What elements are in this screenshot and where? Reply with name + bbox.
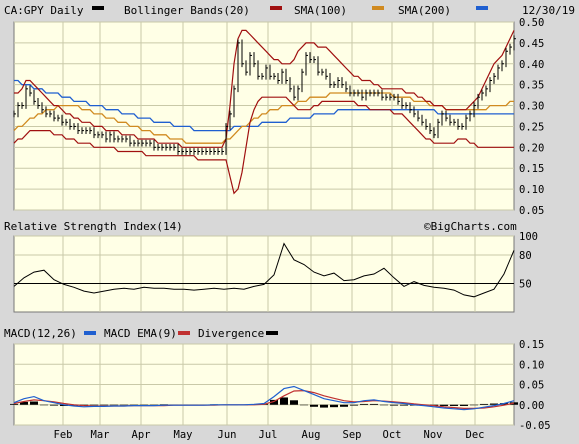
- macd-y-tick-label: -0.05: [519, 420, 551, 432]
- divergence-bar: [120, 404, 128, 406]
- macd-ema-legend-swatch: [178, 331, 190, 335]
- divergence-bar: [270, 399, 278, 405]
- divergence-bar: [300, 404, 308, 406]
- divergence-bar: [360, 403, 368, 405]
- price-y-tick-label: 0.10: [519, 184, 544, 196]
- macd-y-ticks: -0.05 0.00 0.05 0.10 0.15: [519, 339, 551, 432]
- symbol-label: CA:GPY Daily: [4, 4, 84, 17]
- sma100-line: [13, 92, 514, 144]
- x-tick-label: Sep: [343, 429, 362, 441]
- x-tick-label: Nov: [424, 429, 443, 441]
- sma100-label: SMA(100): [294, 4, 347, 17]
- rsi-line: [13, 242, 515, 298]
- divergence-bar: [380, 404, 388, 406]
- price-y-tick-label: 0.15: [519, 163, 544, 175]
- rsi-y-tick-label: 100: [519, 231, 538, 243]
- divergence-bar: [340, 404, 348, 407]
- x-axis-month-ticks: Feb Mar Apr May Jun Jul Aug Sep Oct Nov Dec: [54, 429, 485, 441]
- bollinger-legend-swatch: [270, 6, 282, 10]
- divergence-bar: [460, 404, 468, 406]
- macd-line: [13, 385, 515, 411]
- price-y-tick-label: 0.30: [519, 101, 544, 113]
- sma100-legend-swatch: [372, 6, 384, 10]
- macd-y-tick-label: 0.10: [519, 359, 544, 371]
- divergence-bar: [370, 403, 378, 405]
- x-tick-label: Feb: [54, 429, 73, 441]
- rsi-y-ticks: 50 80 100: [519, 231, 538, 291]
- rsi-plot-area: [13, 235, 515, 313]
- macd-panel: MACD(12,26) MACD EMA(9) Divergence -0.05…: [4, 327, 551, 432]
- price-y-tick-label: 0.25: [519, 121, 544, 133]
- divergence-bar: [470, 404, 478, 406]
- price-y-tick-label: 0.50: [519, 17, 544, 29]
- divergence-bar: [390, 404, 398, 406]
- price-panel: CA:GPY Daily Bollinger Bands(20) SMA(100…: [4, 4, 575, 217]
- bollinger-label: Bollinger Bands(20): [124, 4, 250, 17]
- divergence-bar: [30, 401, 38, 405]
- bollinger-upper-line: [14, 29, 515, 148]
- x-tick-label: Mar: [91, 429, 110, 441]
- divergence-bar: [110, 404, 118, 406]
- divergence-bar: [450, 404, 458, 406]
- divergence-bar: [10, 403, 18, 405]
- divergence-bar: [160, 404, 168, 405]
- divergence-bar: [310, 404, 318, 407]
- sma200-label: SMA(200): [398, 4, 451, 17]
- divergence-bar: [350, 404, 358, 406]
- divergence-bar: [40, 404, 48, 406]
- price-y-tick-label: 0.05: [519, 205, 544, 217]
- macd-y-tick-label: 0.00: [519, 400, 544, 412]
- sma200-line: [14, 79, 514, 132]
- x-tick-label: Aug: [302, 429, 321, 441]
- divergence-legend-swatch: [266, 331, 278, 335]
- price-y-tick-label: 0.35: [519, 80, 544, 92]
- price-legend-swatch: [92, 6, 104, 10]
- bollinger-lower-line: [13, 96, 514, 195]
- divergence-bar: [100, 404, 108, 406]
- divergence-label: Divergence: [198, 327, 264, 340]
- divergence-bar: [50, 404, 58, 406]
- x-tick-label: Dec: [466, 429, 485, 441]
- macd-ema-label: MACD EMA(9): [104, 327, 177, 340]
- price-y-tick-label: 0.40: [519, 59, 544, 71]
- price-y-tick-label: 0.20: [519, 142, 544, 154]
- divergence-bar: [490, 403, 498, 405]
- divergence-bar: [20, 401, 28, 405]
- divergence-bar: [400, 404, 408, 406]
- x-tick-label: Jul: [259, 429, 278, 441]
- x-tick-label: Apr: [132, 429, 151, 441]
- price-y-tick-label: 0.45: [519, 38, 544, 50]
- sma200-legend-swatch: [476, 6, 488, 10]
- divergence-bar: [320, 404, 328, 408]
- price-y-ticks: 0.05 0.10 0.15 0.20 0.25 0.30 0.35 0.40 0.45 0.50: [519, 17, 544, 217]
- macd-y-tick-label: 0.05: [519, 380, 544, 392]
- watermark: ©BigCharts.com: [424, 220, 517, 233]
- macd-y-tick-label: 0.15: [519, 339, 544, 351]
- rsi-y-tick-label: 80: [519, 250, 532, 262]
- divergence-bar: [440, 404, 448, 406]
- divergence-bar: [480, 403, 488, 405]
- divergence-bar: [90, 404, 98, 406]
- date-label: 12/30/19: [522, 4, 575, 17]
- rsi-title: Relative Strength Index(14): [4, 220, 183, 233]
- price-grid: [14, 21, 514, 211]
- rsi-series: [13, 242, 515, 298]
- x-tick-label: Oct: [383, 429, 402, 441]
- x-tick-label: May: [174, 429, 193, 441]
- price-plot-area: [13, 21, 515, 211]
- x-tick-label: Jun: [218, 429, 237, 441]
- macd-label: MACD(12,26): [4, 327, 77, 340]
- price-series: [13, 29, 516, 195]
- divergence-bar: [280, 397, 288, 405]
- divergence-bar: [330, 404, 338, 408]
- rsi-panel: Relative Strength Index(14) ©BigCharts.c…: [4, 220, 538, 313]
- macd-grid: [14, 343, 514, 426]
- rsi-y-tick-label: 50: [519, 279, 532, 291]
- macd-legend-swatch: [84, 331, 96, 335]
- macd-series: [10, 385, 518, 411]
- divergence-bar: [290, 400, 298, 405]
